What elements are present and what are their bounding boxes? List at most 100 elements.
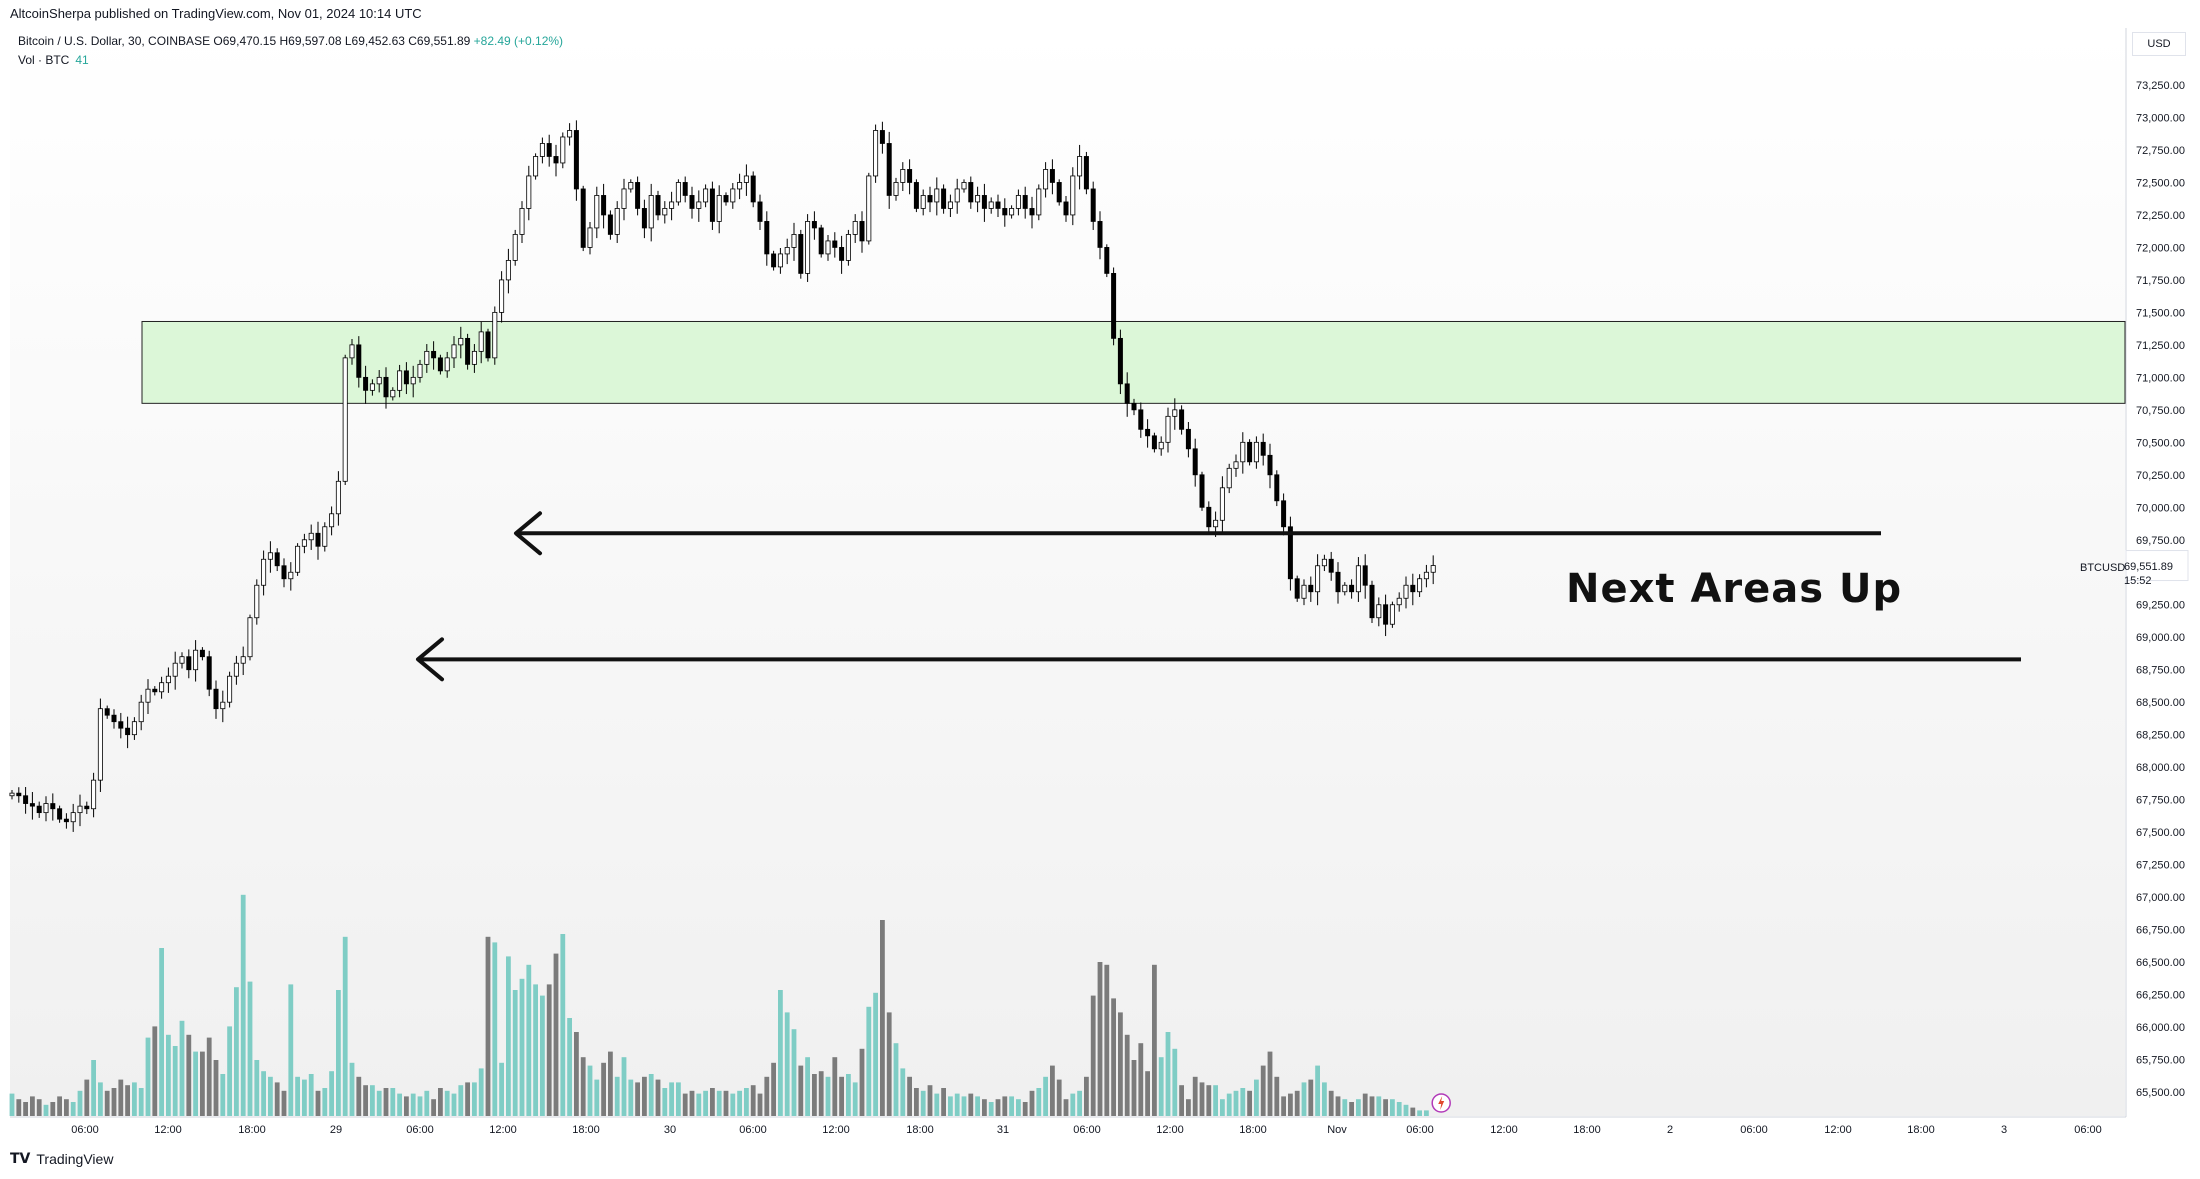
down-candle: [118, 721, 124, 729]
time-tick-label: 06:00: [1406, 1124, 1434, 1136]
volume-bar: [628, 1079, 634, 1116]
down-candle: [50, 803, 56, 810]
volume-bar: [1376, 1096, 1382, 1116]
up-candle: [322, 526, 328, 547]
volume-bar: [512, 990, 518, 1116]
up-candle: [791, 234, 797, 248]
down-candle: [1274, 474, 1280, 502]
down-candle: [1179, 409, 1185, 430]
volume-bar: [1111, 998, 1116, 1116]
up-candle: [512, 234, 518, 261]
volume-bar: [703, 1090, 708, 1116]
up-candle: [954, 188, 960, 203]
volume-bar: [1383, 1099, 1388, 1116]
price-tick-label: 66,500.00: [2136, 957, 2185, 969]
volume-bar: [478, 1068, 484, 1116]
volume-bar: [152, 1026, 158, 1116]
up-candle: [478, 331, 484, 352]
up-candle: [1009, 208, 1015, 216]
down-candle: [152, 688, 158, 693]
chart-annotation-text[interactable]: Next Areas Up: [1566, 566, 1903, 612]
up-candle: [131, 721, 137, 736]
volume-bar: [356, 1076, 362, 1116]
price-tick-label: 72,500.00: [2136, 177, 2185, 189]
volume-bar: [1063, 1099, 1069, 1116]
down-candle: [363, 376, 369, 391]
up-candle: [410, 376, 416, 385]
volume-bar: [179, 1020, 185, 1116]
up-candle: [866, 175, 872, 242]
price-tick-label: 68,500.00: [2136, 697, 2185, 709]
down-candle: [1206, 506, 1212, 528]
down-candle: [1260, 441, 1266, 456]
volume-bar: [1179, 1085, 1184, 1116]
symbol-legend[interactable]: Bitcoin / U.S. Dollar, 30, COINBASE O69,…: [18, 34, 563, 48]
up-candle: [1315, 565, 1321, 593]
volume-bar: [682, 1093, 688, 1116]
price-tick-label: 67,750.00: [2136, 795, 2185, 807]
volume-bar: [417, 1096, 423, 1116]
up-candle: [587, 227, 593, 248]
price-tick-label: 72,250.00: [2136, 210, 2185, 222]
volume-bar: [614, 1076, 620, 1116]
down-candle: [1247, 441, 1253, 463]
volume-bar: [927, 1085, 933, 1116]
volume-bar: [1009, 1096, 1014, 1116]
up-candle: [1240, 441, 1246, 463]
volume-bar: [166, 1034, 171, 1116]
down-candle: [111, 714, 117, 723]
price-tick-label: 73,000.00: [2136, 112, 2185, 124]
volume-legend[interactable]: Vol · BTC 41: [18, 53, 89, 67]
currency-selector[interactable]: USD: [2132, 32, 2186, 56]
volume-bar: [873, 992, 878, 1116]
volume-bar: [64, 1099, 69, 1116]
down-candle: [655, 195, 661, 216]
up-candle: [288, 571, 294, 580]
volume-bar: [376, 1090, 382, 1116]
down-candle: [104, 708, 110, 716]
down-candle: [1294, 578, 1300, 599]
up-candle: [247, 617, 253, 658]
down-candle: [1362, 565, 1368, 586]
up-candle: [499, 279, 505, 313]
up-candle: [961, 182, 967, 190]
time-tick-label: 06:00: [406, 1124, 434, 1136]
volume-bar: [104, 1090, 110, 1116]
price-tick-label: 65,500.00: [2136, 1087, 2185, 1099]
volume-bar: [1077, 1090, 1082, 1116]
up-candle: [696, 201, 702, 209]
symbol-description[interactable]: Bitcoin / U.S. Dollar, 30, COINBASE: [18, 34, 211, 48]
down-candle: [1131, 402, 1137, 411]
volume-label[interactable]: Vol · BTC: [18, 53, 70, 67]
down-candle: [1083, 156, 1089, 190]
up-candle: [1301, 584, 1307, 599]
down-candle: [757, 201, 763, 222]
up-candle: [295, 545, 301, 573]
volume-bar: [716, 1090, 722, 1116]
time-tick-label: 18:00: [572, 1124, 600, 1136]
down-candle: [1308, 584, 1314, 593]
up-candle: [845, 234, 851, 261]
volume-bar: [914, 1088, 919, 1116]
volume-bar: [852, 1082, 858, 1116]
bar-countdown: 15:52: [2124, 575, 2152, 587]
down-candle: [1097, 221, 1103, 248]
price-change: +82.49 (+0.12%): [473, 34, 564, 48]
volume-bar: [934, 1093, 940, 1116]
price-tick-label: 71,250.00: [2136, 340, 2185, 352]
volume-bar: [764, 1076, 770, 1116]
down-candle: [437, 357, 443, 372]
volume-bar: [145, 1037, 151, 1116]
volume-bar: [920, 1090, 926, 1116]
down-candle: [641, 208, 647, 229]
volume-bar: [669, 1082, 674, 1116]
volume-bar: [200, 1051, 205, 1116]
up-candle: [805, 221, 811, 274]
up-candle: [1253, 441, 1259, 463]
price-tick-label: 69,250.00: [2136, 600, 2185, 612]
volume-bar: [526, 964, 532, 1116]
up-candle: [220, 701, 226, 710]
volume-bar: [1172, 1048, 1178, 1116]
down-candle: [859, 221, 865, 242]
